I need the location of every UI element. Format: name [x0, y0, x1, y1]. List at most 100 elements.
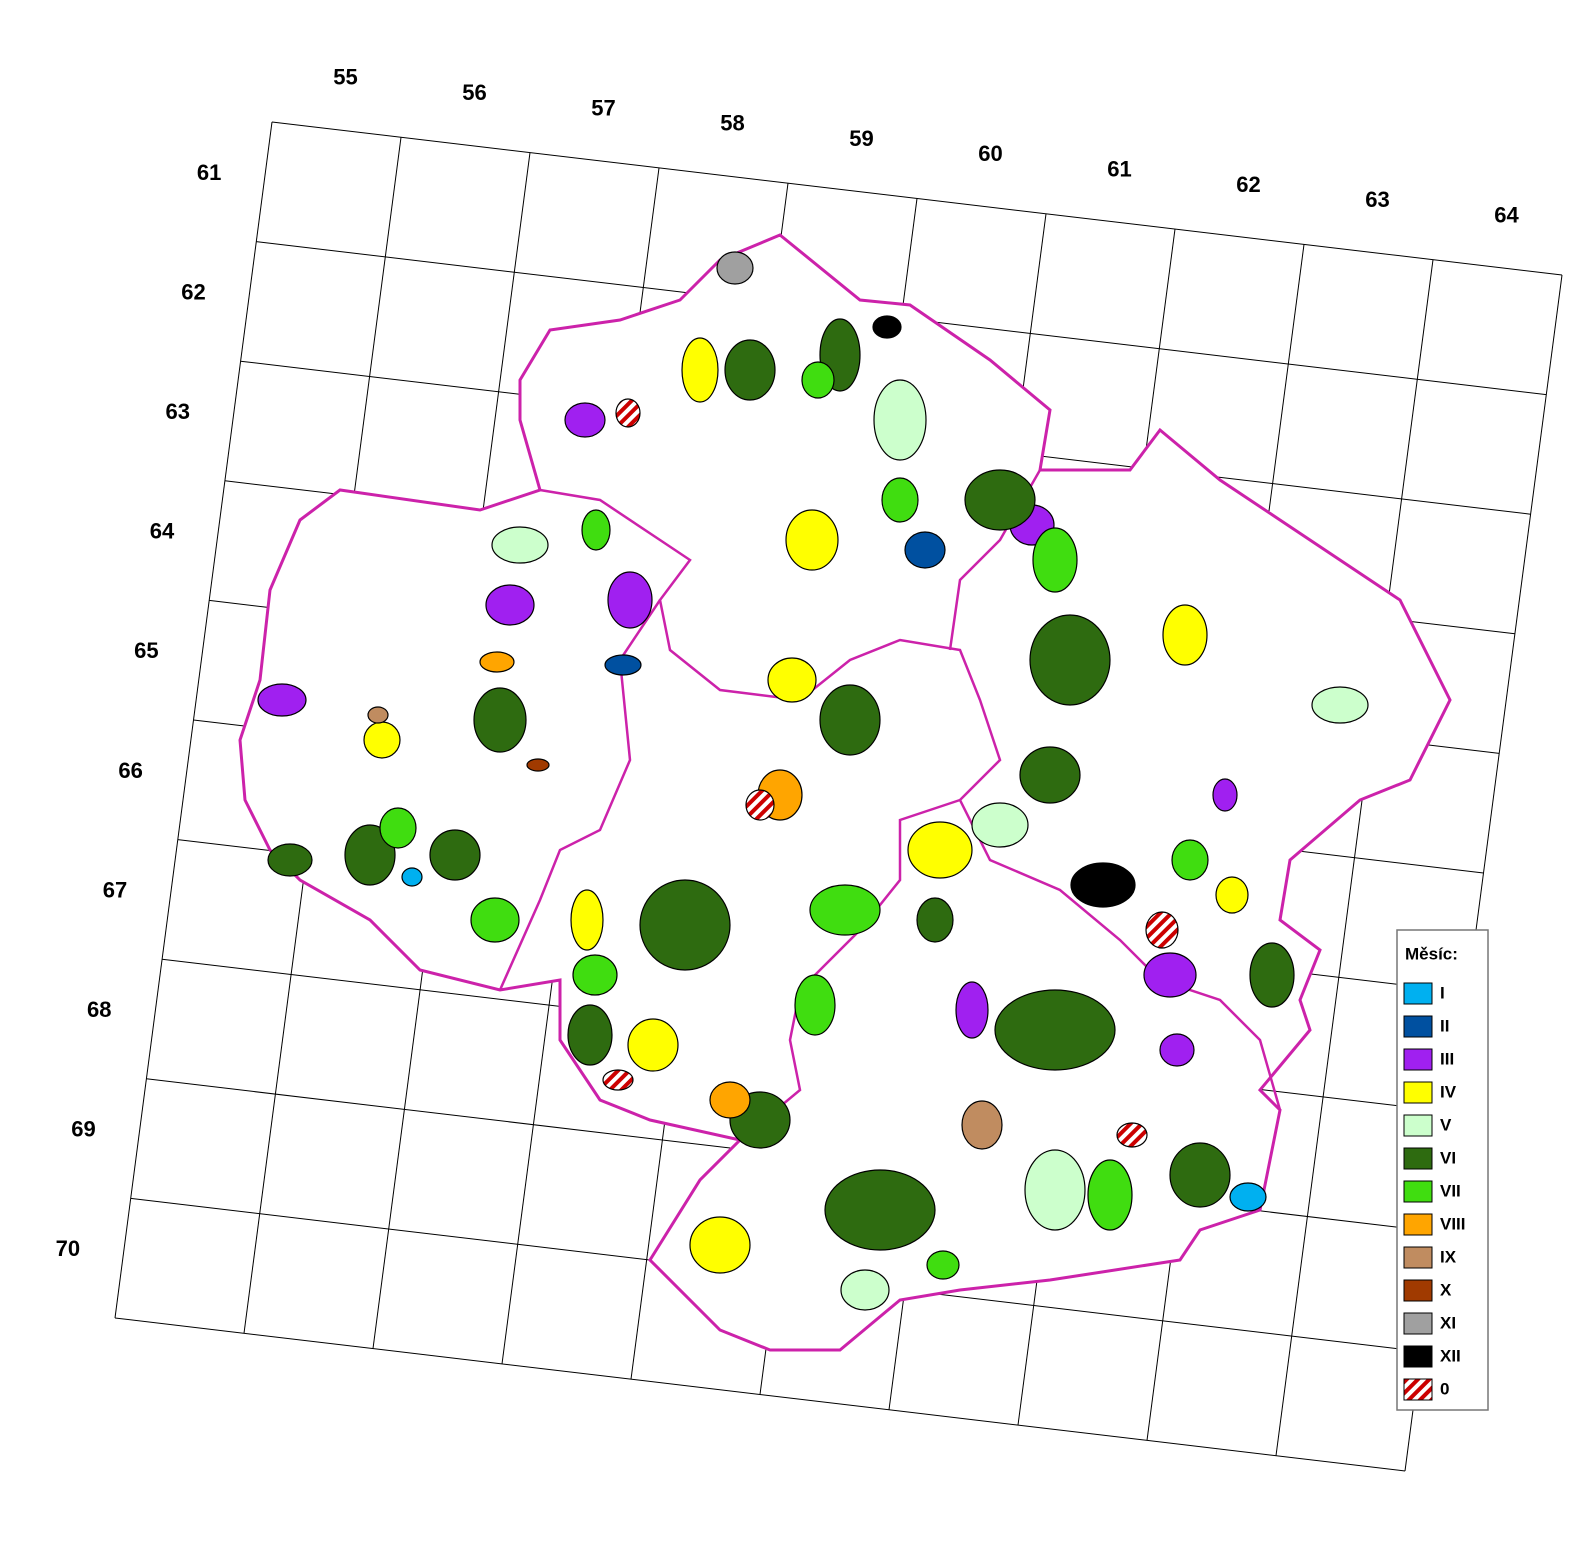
legend-label: VII: [1440, 1181, 1461, 1200]
column-label: 63: [1365, 187, 1389, 212]
column-label: 60: [978, 141, 1002, 166]
row-label: 64: [150, 519, 175, 544]
area: [1171, 839, 1209, 881]
area: [491, 526, 549, 564]
row-label: 62: [181, 279, 205, 304]
area: [473, 687, 527, 753]
area: [794, 974, 836, 1036]
area: [872, 315, 902, 339]
legend-label: V: [1440, 1115, 1452, 1134]
legend-label: IV: [1440, 1082, 1457, 1101]
area: [681, 337, 719, 403]
area: [881, 477, 919, 523]
legend-label: 0: [1440, 1379, 1449, 1398]
area: [961, 1100, 1003, 1150]
area: [615, 398, 641, 428]
area: [379, 807, 417, 849]
legend-swatch: [1403, 1081, 1433, 1104]
area: [572, 954, 618, 996]
area: [916, 897, 954, 943]
grid-line: [271, 121, 1563, 276]
legend-label: XII: [1440, 1346, 1461, 1365]
row-label: 61: [197, 160, 221, 185]
row-label: 66: [118, 758, 142, 783]
area: [526, 758, 550, 772]
column-label: 62: [1236, 172, 1260, 197]
legend-label: X: [1440, 1280, 1452, 1299]
area: [994, 989, 1116, 1071]
column-label: 56: [462, 80, 486, 105]
area: [716, 251, 754, 285]
area: [767, 657, 817, 703]
legend-swatch: [1403, 982, 1433, 1005]
area: [824, 1169, 936, 1251]
legend-title: Měsíc:: [1405, 944, 1458, 963]
area: [801, 361, 835, 399]
legend-label: I: [1440, 983, 1445, 1002]
column-label: 58: [720, 111, 744, 136]
legend-label: II: [1440, 1016, 1449, 1035]
area: [479, 651, 515, 673]
area: [926, 1250, 960, 1280]
area: [1116, 1122, 1148, 1148]
area: [367, 706, 389, 724]
area: [1087, 1159, 1133, 1231]
area: [724, 339, 776, 401]
legend-swatch: [1403, 1312, 1433, 1335]
area: [709, 1081, 751, 1119]
column-label: 55: [333, 65, 357, 90]
area: [401, 867, 423, 887]
legend-label: VI: [1440, 1148, 1456, 1167]
area: [785, 509, 839, 571]
column-label: 59: [849, 126, 873, 151]
row-label: 65: [134, 638, 158, 663]
area: [607, 571, 653, 629]
area: [581, 509, 611, 551]
area: [429, 829, 481, 881]
area: [1169, 1142, 1231, 1208]
area: [257, 683, 307, 717]
legend-swatch: [1403, 1015, 1433, 1038]
legend-swatch: [1403, 1114, 1433, 1137]
area: [604, 654, 642, 676]
legend-label: XI: [1440, 1313, 1456, 1332]
area: [1162, 604, 1208, 666]
area: [745, 789, 775, 821]
row-label: 69: [71, 1117, 95, 1142]
region-outline: [238, 233, 1452, 1352]
row-label: 68: [87, 997, 111, 1022]
legend-swatch: [1403, 1279, 1433, 1302]
area: [809, 884, 881, 936]
grid-line: [114, 1317, 1406, 1472]
area: [840, 1269, 890, 1311]
area: [363, 721, 401, 759]
legend-swatch: [1403, 1147, 1433, 1170]
area: [344, 824, 396, 886]
area: [971, 802, 1029, 848]
area: [1215, 876, 1249, 914]
area: [602, 1069, 634, 1091]
area: [485, 584, 535, 626]
legend-swatch: [1403, 1345, 1433, 1368]
area: [570, 889, 604, 951]
row-label: 67: [103, 877, 127, 902]
area: [267, 843, 313, 877]
area: [1212, 778, 1238, 812]
grid-labels: 55 56 57 58 59 60 61 62 63 64 61 62 63 64 65 66 67 68 69 70: [56, 65, 1520, 1262]
area: [873, 379, 927, 461]
area: [1229, 1182, 1267, 1212]
area: [955, 981, 989, 1039]
area: [627, 1018, 679, 1072]
area: [470, 897, 520, 943]
area: [907, 821, 973, 879]
area: [1145, 911, 1179, 949]
legend-label: IX: [1440, 1247, 1457, 1266]
area: [689, 1216, 751, 1274]
legend-swatch: [1403, 1048, 1433, 1071]
area: [1249, 942, 1295, 1008]
legend-label: VIII: [1440, 1214, 1466, 1233]
areas: [257, 251, 1369, 1311]
row-label: 70: [56, 1236, 80, 1261]
area: [1024, 1149, 1086, 1231]
area: [1032, 527, 1078, 593]
